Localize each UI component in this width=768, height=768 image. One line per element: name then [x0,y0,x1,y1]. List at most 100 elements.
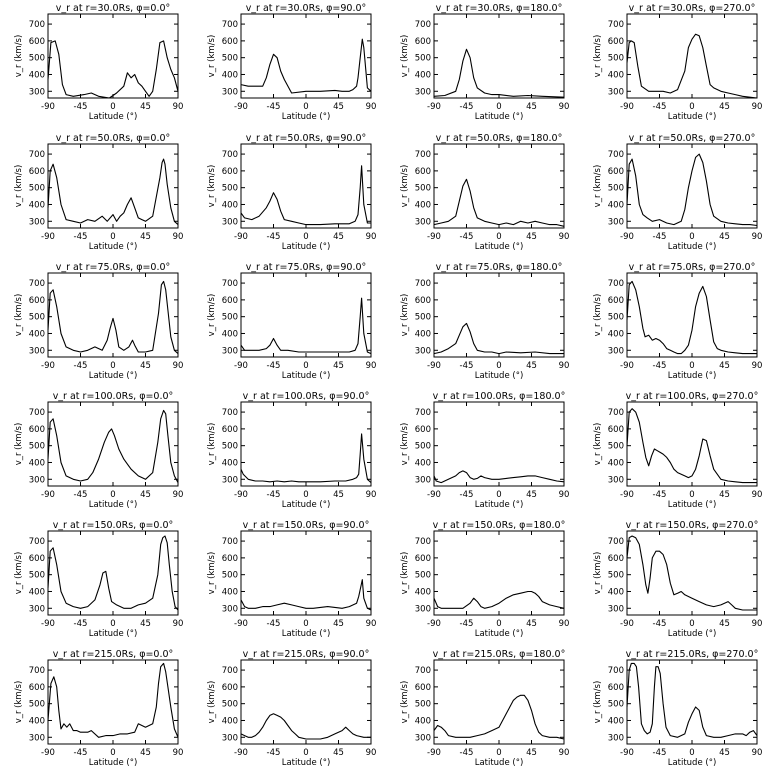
x-tick-label: -90 [427,748,441,758]
x-tick-label: -45 [460,102,474,112]
y-tick-label: 400 [415,70,431,80]
plot-frame [433,401,565,487]
x-tick-label: -90 [620,748,634,758]
subplot-title: v_r at r=100.0Rs, φ=270.0° [626,391,759,402]
y-tick-label: 300 [29,87,45,97]
x-tick-label: 0 [303,102,308,112]
y-axis-label: v_r (km/s) [14,35,24,78]
y-tick-label: 500 [415,442,431,452]
y-axis-label: v_r (km/s) [14,552,24,595]
y-tick-label: 700 [415,537,431,547]
y-axis-label: v_r (km/s) [207,681,217,724]
subplot-title: v_r at r=215.0Rs, φ=90.0° [243,649,370,660]
subplot-23: v_r at r=215.0Rs, φ=270.0° -90 -45 0 45 90 300… [593,649,762,768]
y-tick-label: 600 [608,425,624,435]
y-tick-label: 700 [608,666,624,676]
x-tick-label: 0 [110,232,115,242]
y-tick-label: 600 [608,37,624,47]
y-tick-label: 600 [29,554,45,564]
x-tick-label: 0 [496,748,501,758]
y-tick-label: 300 [415,87,431,97]
y-tick-label: 400 [608,200,624,210]
x-tick-label: -90 [41,102,55,112]
x-tick-label: 90 [752,102,763,112]
x-axis-label: Latitude (°) [282,629,331,639]
x-tick-label: 45 [526,361,537,371]
y-tick-label: 300 [608,604,624,614]
y-axis-label: v_r (km/s) [14,294,24,337]
y-tick-label: 500 [608,700,624,710]
subplot-12: v_r at r=100.0Rs, φ=0.0° -90 -45 0 45 90 300 40… [14,391,183,510]
y-tick-label: 600 [608,683,624,693]
y-axis-label: v_r (km/s) [400,681,410,724]
y-axis-label: v_r (km/s) [593,35,603,78]
y-tick-label: 300 [222,604,238,614]
subplot-title: v_r at r=100.0Rs, φ=0.0° [53,391,174,402]
plot-frame [433,272,565,358]
x-tick-label: 45 [140,748,151,758]
x-tick-label: 90 [366,232,377,242]
subplot-15: v_r at r=100.0Rs, φ=270.0° -90 -45 0 45 90 300… [593,391,762,510]
series-line [433,322,564,355]
series-line [433,590,565,609]
subplot-title: v_r at r=150.0Rs, φ=270.0° [626,520,759,531]
plot-frame [433,13,565,99]
x-tick-label: -45 [653,490,667,500]
x-tick-label: 0 [496,361,501,371]
y-tick-label: 700 [415,150,431,160]
x-tick-label: -90 [234,748,248,758]
series-line [47,158,179,226]
subplot-title: v_r at r=215.0Rs, φ=180.0° [433,649,566,660]
y-tick-label: 600 [415,167,431,177]
x-tick-label: 45 [333,748,344,758]
x-tick-label: 45 [526,232,537,242]
y-tick-label: 500 [608,571,624,581]
subplot-title: v_r at r=50.0Rs, φ=180.0° [436,133,563,144]
y-tick-label: 700 [222,666,238,676]
y-tick-label: 400 [608,587,624,597]
x-axis-label: Latitude (°) [475,112,524,122]
plot-frame [626,659,758,745]
y-tick-label: 400 [608,458,624,468]
x-tick-label: -90 [41,361,55,371]
plot-frame [240,659,372,745]
x-tick-label: 45 [140,232,151,242]
y-axis-label: v_r (km/s) [207,552,217,595]
y-tick-label: 700 [415,279,431,289]
x-tick-label: 90 [752,361,763,371]
y-tick-label: 500 [222,184,238,194]
y-tick-label: 500 [222,54,238,64]
subplot-16: v_r at r=150.0Rs, φ=0.0° -90 -45 0 45 90 300 40… [14,520,183,639]
x-tick-label: -90 [234,490,248,500]
x-tick-label: 0 [689,619,694,629]
subplot-1: v_r at r=30.0Rs, φ=90.0° -90 -45 0 45 90 300 40… [207,3,376,122]
x-tick-label: 90 [559,102,570,112]
y-axis-label: v_r (km/s) [207,294,217,337]
x-tick-label: 0 [110,361,115,371]
series-line [47,40,179,99]
y-tick-label: 300 [222,346,238,356]
x-tick-label: 45 [333,490,344,500]
x-tick-label: -90 [234,102,248,112]
x-tick-label: 45 [333,361,344,371]
x-tick-label: -90 [427,361,441,371]
y-tick-label: 400 [415,329,431,339]
x-axis-label: Latitude (°) [475,629,524,639]
x-axis-label: Latitude (°) [475,758,524,768]
x-tick-label: 90 [752,490,763,500]
y-tick-label: 500 [29,313,45,323]
subplot-title: v_r at r=75.0Rs, φ=0.0° [56,262,171,273]
y-tick-label: 600 [29,296,45,306]
y-tick-label: 600 [608,554,624,564]
x-tick-label: 45 [526,102,537,112]
subplot-14: v_r at r=100.0Rs, φ=180.0° -90 -45 0 45 90 300… [400,391,569,510]
x-tick-label: 90 [559,490,570,500]
y-tick-label: 700 [608,408,624,418]
x-tick-label: -45 [267,102,281,112]
subplot-18: v_r at r=150.0Rs, φ=180.0° -90 -45 0 45 90 300… [400,520,569,639]
x-axis-label: Latitude (°) [282,500,331,510]
y-tick-label: 500 [415,700,431,710]
x-tick-label: 0 [496,102,501,112]
x-axis-label: Latitude (°) [282,371,331,381]
y-tick-label: 400 [415,200,431,210]
